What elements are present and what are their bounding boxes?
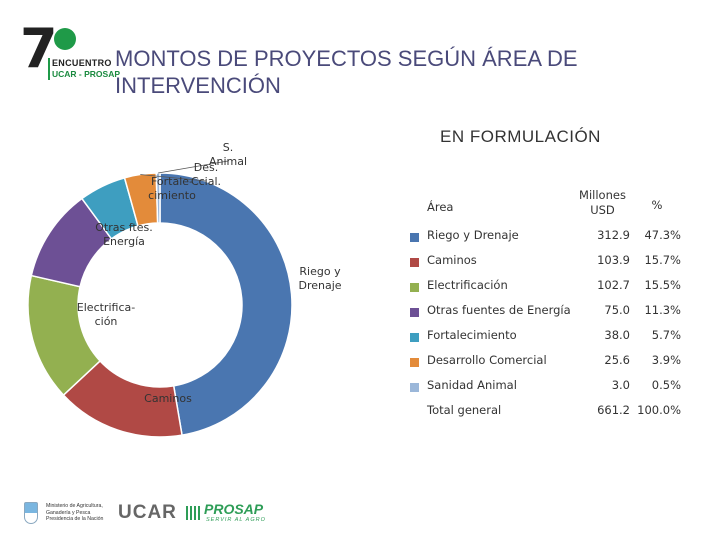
total-usd: 661.2 [597, 403, 630, 417]
encuentro-logo: 7 ENCUENTRO UCAR - PROSAP [20, 17, 120, 92]
prosap-tagline: SERVIR AL AGRO [206, 517, 266, 523]
leader-lines [140, 160, 229, 182]
row-usd: 102.7 [597, 278, 630, 292]
table-header: Área Millones USD % [405, 188, 705, 228]
section-title: EN FORMULACIÓN [440, 127, 601, 146]
row-area: Otras fuentes de Energía [427, 303, 571, 317]
row-usd: 312.9 [597, 228, 630, 242]
row-usd: 103.9 [597, 253, 630, 267]
slice-label: Des. Ccial. [191, 161, 221, 188]
legend-swatch [410, 383, 419, 392]
row-area: Caminos [427, 253, 477, 267]
data-table: Área Millones USD % Riego y Drenaje 312.9… [405, 188, 705, 428]
slice-labels: Riego y Drenaje Caminos Electrifica-ción Otr… [77, 141, 342, 405]
row-pct: 5.7% [651, 328, 681, 342]
table-total-row: Total general 661.2 100.0% [405, 403, 705, 428]
table-row: Desarrollo Comercial 25.6 3.9% [405, 353, 705, 378]
slice-label: Caminos [144, 392, 192, 405]
argentina-shield-icon [24, 502, 38, 524]
total-area: Total general [427, 403, 502, 417]
legend-swatch [410, 258, 419, 267]
legend-swatch [410, 283, 419, 292]
header-usd: Millones USD [579, 188, 626, 217]
slice-label: Fortale-cimiento [148, 175, 196, 202]
logo-line2: UCAR - PROSAP [52, 69, 121, 79]
header-area: Área [427, 200, 454, 214]
footer-logos: Ministerio de Agricultura, Ganadería y P… [20, 498, 280, 534]
leader-line [158, 160, 229, 174]
table-row: Otras fuentes de Energía 75.0 11.3% [405, 303, 705, 328]
table-row: Riego y Drenaje 312.9 47.3% [405, 228, 705, 253]
table-row: Fortalecimiento 38.0 5.7% [405, 328, 705, 353]
row-usd: 3.0 [611, 378, 630, 392]
table-row: Electrificación 102.7 15.5% [405, 278, 705, 303]
row-pct: 47.3% [644, 228, 681, 242]
row-usd: 25.6 [604, 353, 630, 367]
prosap-logo: PROSAP [204, 501, 264, 517]
row-pct: 11.3% [644, 303, 681, 317]
logo-dot-icon [54, 28, 76, 50]
header-pct: % [651, 198, 663, 212]
row-pct: 3.9% [651, 353, 681, 367]
legend-swatch [410, 358, 419, 367]
ucar-logo: UCAR [118, 502, 177, 523]
logo-line1: ENCUENTRO [52, 58, 112, 68]
row-pct: 0.5% [651, 378, 681, 392]
row-area: Sanidad Animal [427, 378, 517, 392]
legend-swatch [410, 308, 419, 317]
donut-slices [27, 172, 293, 438]
row-area: Riego y Drenaje [427, 228, 519, 242]
row-pct: 15.5% [644, 278, 681, 292]
row-area: Electrificación [427, 278, 508, 292]
slice-label: Riego y Drenaje [298, 265, 341, 292]
donut-chart: Riego y Drenaje Caminos Electrifica-ción Otr… [27, 141, 342, 438]
slice-label: Otras ftes. Energía [95, 221, 152, 248]
table-body: Riego y Drenaje 312.9 47.3% Caminos 103.9 15.… [405, 228, 705, 403]
donut-slice [159, 172, 293, 437]
legend-swatch [410, 233, 419, 242]
logo-bar [48, 58, 50, 80]
table-row: Caminos 103.9 15.7% [405, 253, 705, 278]
row-pct: 15.7% [644, 253, 681, 267]
slice-label: Electrifica-ción [77, 301, 135, 328]
slice-label: S. Animal [209, 141, 247, 168]
logo-number: 7 [20, 17, 58, 80]
donut-slice [155, 172, 161, 224]
row-area: Desarrollo Comercial [427, 353, 547, 367]
total-pct: 100.0% [637, 403, 681, 417]
ministry-name: Ministerio de Agricultura, Ganadería y P… [46, 503, 104, 522]
row-usd: 38.0 [604, 328, 630, 342]
legend-swatch [410, 333, 419, 342]
table-row: Sanidad Animal 3.0 0.5% [405, 378, 705, 403]
row-usd: 75.0 [604, 303, 630, 317]
row-area: Fortalecimiento [427, 328, 517, 342]
page-title: MONTOS DE PROYECTOS SEGÚN ÁREA DE INTERV… [115, 46, 578, 98]
prosap-mark-icon [186, 506, 202, 520]
leader-line [140, 174, 207, 182]
